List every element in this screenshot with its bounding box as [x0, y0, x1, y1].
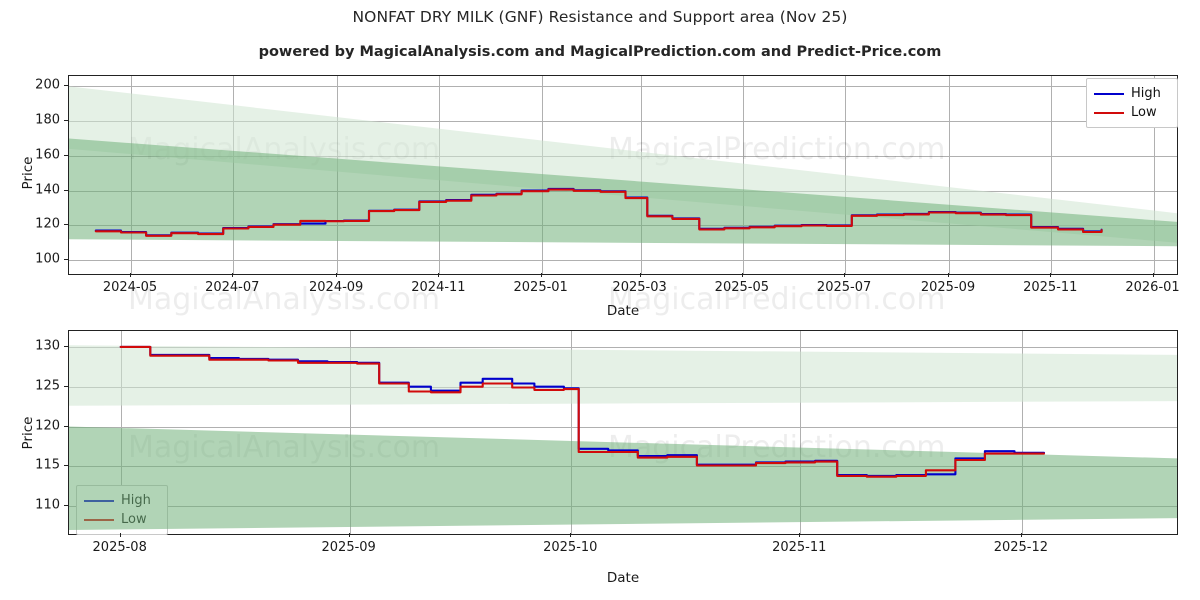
- series-line-low: [94, 188, 1103, 237]
- x-tick-label: 2025-09: [920, 280, 976, 295]
- gridline-vertical: [1022, 331, 1023, 534]
- x-tick-label: 2025-10: [543, 540, 598, 555]
- x-tick-mark: [1020, 533, 1022, 537]
- y-tick-label: 125: [35, 378, 60, 394]
- gridline-horizontal: [69, 427, 1177, 428]
- y-tick-label: 115: [35, 457, 60, 473]
- x-tick-mark: [639, 273, 641, 277]
- gridline-vertical: [949, 76, 950, 274]
- upper-legend-low-label: Low: [1131, 105, 1157, 120]
- y-tick-mark: [64, 505, 68, 507]
- upper-legend[interactable]: High Low: [1086, 78, 1178, 128]
- lower-x-axis-label: Date: [606, 570, 640, 586]
- y-tick-label: 140: [35, 182, 60, 198]
- upper-legend-row-high: High: [1094, 84, 1169, 103]
- x-tick-label: 2026-01: [1125, 280, 1180, 295]
- x-tick-label: 2025-05: [714, 280, 769, 295]
- x-tick-mark: [438, 273, 440, 277]
- y-tick-mark: [64, 189, 68, 191]
- x-tick-mark: [232, 273, 234, 277]
- page-title: NONFAT DRY MILK (GNF) Resistance and Sup…: [352, 8, 848, 26]
- x-tick-mark: [799, 533, 801, 537]
- y-tick-mark: [64, 385, 68, 387]
- x-tick-label: 2025-11: [772, 540, 827, 555]
- x-tick-mark: [348, 533, 350, 537]
- y-tick-mark: [64, 425, 68, 427]
- gridline-vertical: [571, 331, 572, 534]
- gridline-horizontal: [69, 121, 1177, 122]
- x-tick-label: 2025-09: [321, 540, 376, 555]
- y-tick-mark: [64, 465, 68, 467]
- upper-legend-row-low: Low: [1094, 103, 1169, 122]
- y-tick-label: 160: [35, 147, 60, 163]
- y-tick-mark: [64, 120, 68, 122]
- y-tick-label: 100: [35, 251, 60, 267]
- upper-chart-panel: Price Date High Low 100 120 140 160 180 200 20…: [0, 60, 1200, 320]
- gridline-vertical: [350, 331, 351, 534]
- y-tick-label: 180: [35, 112, 60, 128]
- y-tick-label: 110: [35, 497, 60, 513]
- x-tick-mark: [570, 533, 572, 537]
- band-resistance-wedge: [69, 345, 1177, 406]
- x-tick-mark: [119, 533, 121, 537]
- gridline-vertical: [845, 76, 846, 274]
- x-tick-mark: [1050, 273, 1052, 277]
- upper-legend-high-label: High: [1131, 86, 1161, 101]
- y-tick-mark: [64, 259, 68, 261]
- low-line-swatch: [1094, 111, 1124, 114]
- x-tick-label: 2025-03: [612, 280, 667, 295]
- y-tick-label: 130: [35, 338, 60, 354]
- y-tick-mark: [64, 85, 68, 87]
- band-group: [69, 345, 1177, 530]
- gridline-horizontal: [69, 347, 1177, 348]
- lower-plot-area: [68, 330, 1178, 535]
- page-subtitle: powered by MagicalAnalysis.com and Magic…: [258, 44, 942, 60]
- series-line-low: [119, 345, 1046, 478]
- y-tick-mark: [64, 345, 68, 347]
- gridline-horizontal: [69, 86, 1177, 87]
- x-tick-mark: [741, 273, 743, 277]
- y-tick-mark: [64, 224, 68, 226]
- gridline-vertical: [1154, 76, 1155, 274]
- lower-chart-panel: Price Date High Low 1101151201251302025-…: [0, 325, 1200, 595]
- upper-x-axis-label: Date: [606, 303, 640, 319]
- high-line-swatch: [1094, 92, 1124, 95]
- x-tick-mark: [130, 273, 132, 277]
- x-tick-mark: [336, 273, 338, 277]
- x-tick-mark: [844, 273, 846, 277]
- x-tick-label: 2024-07: [205, 280, 260, 295]
- gridline-vertical: [1051, 76, 1052, 274]
- x-tick-label: 2025-12: [993, 540, 1049, 555]
- x-tick-label: 2024-05: [102, 280, 158, 295]
- gridline-vertical: [800, 331, 801, 534]
- y-tick-mark: [64, 154, 68, 156]
- gridline-horizontal: [69, 260, 1177, 261]
- x-tick-mark: [540, 273, 542, 277]
- lower-series-svg: [69, 345, 1177, 530]
- x-tick-label: 2025-01: [513, 280, 568, 295]
- upper-series-svg: [69, 86, 1177, 247]
- upper-plot-area: [68, 75, 1178, 275]
- x-tick-label: 2024-09: [309, 280, 364, 295]
- x-tick-mark: [1152, 273, 1154, 277]
- x-tick-label: 2024-11: [411, 280, 466, 295]
- y-tick-label: 120: [35, 216, 60, 232]
- x-tick-label: 2025-08: [92, 540, 147, 555]
- x-tick-mark: [948, 273, 950, 277]
- y-tick-label: 200: [35, 77, 60, 93]
- band-support-wedge: [69, 426, 1177, 530]
- x-tick-label: 2025-07: [816, 280, 872, 295]
- y-tick-label: 120: [35, 418, 60, 434]
- x-tick-label: 2025-11: [1023, 280, 1078, 295]
- band-group: [69, 86, 1177, 247]
